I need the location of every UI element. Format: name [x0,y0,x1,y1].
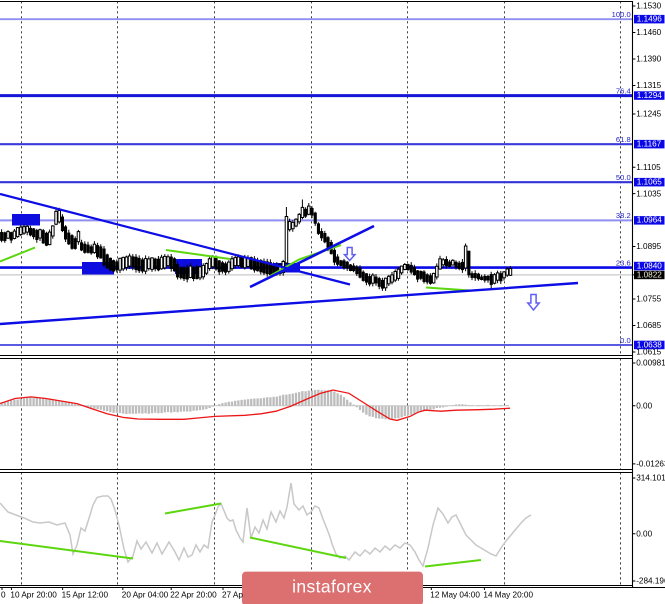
svg-text:20 Apr 04:00: 20 Apr 04:00 [122,591,169,600]
svg-text:1.0755: 1.0755 [636,295,661,304]
svg-text:1.1390: 1.1390 [636,55,661,64]
svg-text:1.0685: 1.0685 [636,321,661,330]
svg-text:1.1294: 1.1294 [637,91,662,100]
svg-text:instaforex: instaforex [292,576,372,596]
svg-text:1.0895: 1.0895 [636,242,661,251]
svg-text:1.0638: 1.0638 [637,340,662,349]
svg-text:1.1530: 1.1530 [636,2,661,11]
svg-text:1.1035: 1.1035 [636,189,661,198]
svg-text:1.0615: 1.0615 [636,348,661,357]
svg-text:14 May 20:00: 14 May 20:00 [483,591,533,600]
svg-text:0: 0 [1,591,6,600]
svg-text:12 May 04:00: 12 May 04:00 [430,591,480,600]
svg-text:100.0: 100.0 [612,10,631,19]
svg-text:15 Apr 12:00: 15 Apr 12:00 [62,591,109,600]
svg-text:1.1460: 1.1460 [636,28,661,37]
svg-text:1.1496: 1.1496 [637,15,662,24]
svg-text:0.00981: 0.00981 [636,359,665,368]
svg-text:22 Apr 20:00: 22 Apr 20:00 [170,591,217,600]
svg-text:23.6: 23.6 [616,258,631,267]
svg-text:1.1245: 1.1245 [636,110,661,119]
svg-text:1.0822: 1.0822 [637,271,662,280]
svg-text:0.00: 0.00 [636,530,652,539]
svg-text:1.0964: 1.0964 [637,216,662,225]
svg-text:38.2: 38.2 [616,211,631,220]
svg-text:27 Ap: 27 Ap [222,591,243,600]
svg-text:1.1065: 1.1065 [637,178,662,187]
svg-text:0.00: 0.00 [636,401,652,410]
svg-text:61.8: 61.8 [616,135,631,144]
svg-text:1.1315: 1.1315 [636,81,661,90]
svg-text:76.4: 76.4 [616,86,631,95]
svg-text:10 Apr 20:00: 10 Apr 20:00 [10,591,57,600]
svg-text:-284.1961: -284.1961 [636,577,665,586]
svg-text:314.1014: 314.1014 [636,474,665,483]
svg-text:1.1105: 1.1105 [636,163,661,172]
svg-text:0.0: 0.0 [620,336,631,345]
svg-text:1.0840: 1.0840 [637,261,662,270]
svg-text:1.1167: 1.1167 [637,140,662,149]
svg-text:50.0: 50.0 [616,173,631,182]
